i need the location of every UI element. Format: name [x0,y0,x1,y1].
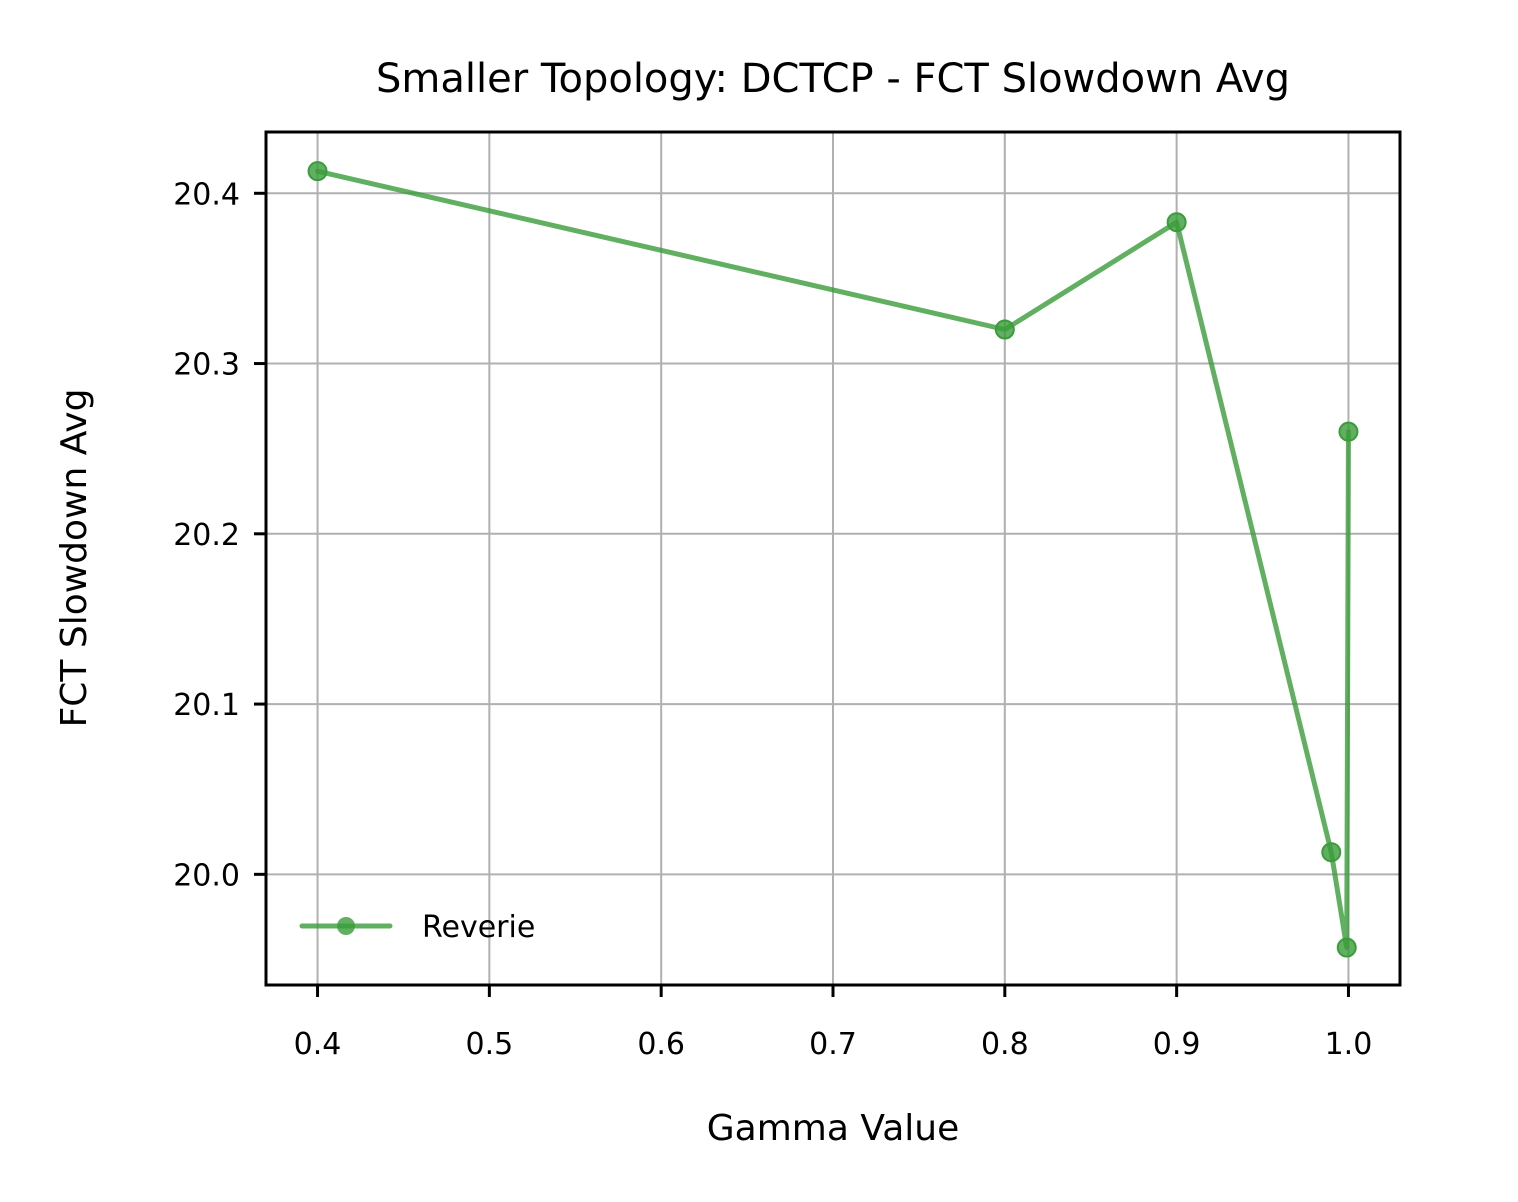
x-tick-label: 0.7 [809,1027,857,1062]
x-tick-label: 0.4 [294,1027,342,1062]
data-point [1166,212,1187,233]
series-layer [307,161,1359,958]
data-point [1338,421,1359,442]
y-axis-ticks: 20.0 20.1 20.2 20.3 20.4 [173,177,266,893]
data-point [1321,842,1342,863]
x-tick-label: 0.5 [466,1027,514,1062]
legend-label-reverie: Reverie [422,910,535,945]
y-tick-label: 20.2 [173,518,240,553]
y-tick-label: 20.4 [173,177,240,212]
x-axis-label: Gamma Value [707,1108,959,1149]
grid [266,132,1400,985]
legend: Reverie [299,910,535,945]
series-line-reverie [315,168,1351,951]
y-tick-label: 20.1 [173,688,240,723]
x-tick-label: 0.8 [981,1027,1029,1062]
y-tick-label: 20.0 [173,858,240,893]
x-tick-label: 1.0 [1325,1027,1373,1062]
x-tick-label: 0.6 [637,1027,685,1062]
data-point [307,161,328,182]
y-tick-label: 20.3 [173,348,240,383]
y-axis-label: FCT Slowdown Avg [54,389,95,728]
x-axis-ticks: 0.4 0.5 0.6 0.7 0.8 0.9 1.0 [294,985,1373,1062]
data-point [994,319,1015,340]
legend-marker-icon [337,917,355,935]
data-point [1336,937,1357,958]
chart-title: Smaller Topology: DCTCP - FCT Slowdown A… [376,56,1290,102]
x-tick-label: 0.9 [1153,1027,1201,1062]
